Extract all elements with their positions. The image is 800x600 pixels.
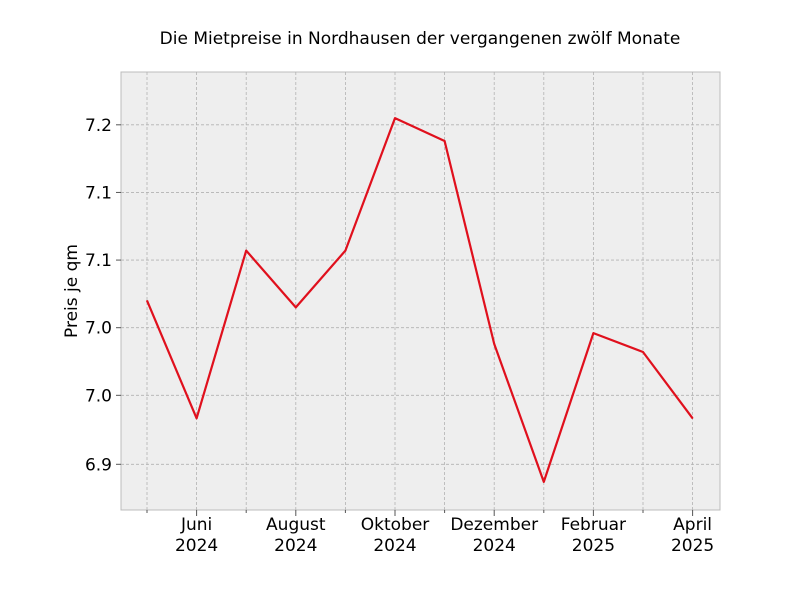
y-tick-label: 7.0 xyxy=(85,386,112,406)
x-tick-label-year: 2024 xyxy=(473,536,516,556)
axis-ticks xyxy=(116,124,694,516)
x-tick-label-year: 2024 xyxy=(274,536,317,556)
x-tick-label: Dezember 2024 xyxy=(450,515,538,556)
x-tick-label-month: Februar xyxy=(561,515,626,535)
data-point xyxy=(146,300,148,302)
data-point xyxy=(196,417,198,419)
x-tick-label: Februar 2025 xyxy=(561,515,626,556)
series-line xyxy=(145,116,694,483)
x-tick-label-month: August xyxy=(266,515,326,535)
x-tick-label: August 2024 xyxy=(266,515,326,556)
data-point xyxy=(592,332,595,334)
data-point xyxy=(692,417,694,419)
x-tick-label-year: 2025 xyxy=(671,536,714,556)
x-tick-label-month: Juni xyxy=(180,515,212,535)
series-layer xyxy=(145,116,694,483)
data-point xyxy=(493,343,495,345)
x-tick-label: Juni 2024 xyxy=(175,515,218,556)
data-point xyxy=(543,481,545,483)
x-tick-label-year: 2024 xyxy=(373,536,416,556)
data-point xyxy=(344,250,346,252)
data-point xyxy=(642,351,644,353)
y-axis-label: Preis je qm xyxy=(62,244,82,338)
y-tick-label: 7.1 xyxy=(85,183,112,203)
x-tick-label-month: April xyxy=(673,515,712,535)
data-point xyxy=(245,250,247,252)
y-axis-labels: 6.9 7.0 7.0 7.1 7.1 7.2 xyxy=(85,116,112,475)
data-point xyxy=(394,117,396,119)
data-point xyxy=(295,306,297,309)
y-tick-label: 7.1 xyxy=(85,251,112,271)
y-tick-label: 7.2 xyxy=(85,116,112,136)
y-tick-label: 7.0 xyxy=(85,319,112,339)
y-tick-label: 6.9 xyxy=(85,455,112,475)
x-tick-label-month: Dezember xyxy=(450,515,538,535)
x-tick-label-year: 2024 xyxy=(175,536,218,556)
data-point xyxy=(444,140,446,142)
x-tick-label: April 2025 xyxy=(671,515,714,556)
x-tick-label: Oktober 2024 xyxy=(361,515,430,556)
x-tick-label-year: 2025 xyxy=(572,536,615,556)
x-tick-label-month: Oktober xyxy=(361,515,430,535)
plot-area xyxy=(120,71,721,511)
chart-title: Die Mietpreise in Nordhausen der vergang… xyxy=(160,29,681,49)
